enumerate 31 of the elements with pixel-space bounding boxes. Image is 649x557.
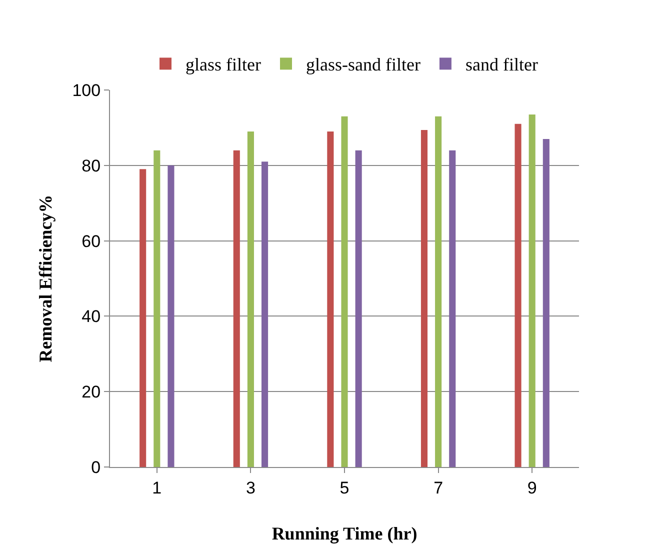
bar — [355, 150, 362, 467]
x-tick-label: 7 — [434, 478, 444, 498]
bar — [420, 130, 428, 467]
y-tick-label: 100 — [72, 80, 101, 100]
bar — [542, 139, 550, 467]
x-axis-title: Running Time (hr) — [272, 524, 418, 544]
legend-label: glass filter — [186, 54, 261, 75]
bar — [327, 131, 334, 467]
x-tick-label: 1 — [152, 478, 162, 498]
x-tick-label: 5 — [340, 478, 350, 498]
bar — [247, 131, 254, 467]
y-tick-label: 40 — [82, 307, 101, 326]
y-tick-label: 60 — [82, 232, 101, 251]
bar — [341, 116, 348, 467]
x-tick-label: 3 — [246, 478, 256, 498]
bar — [435, 116, 442, 467]
y-tick-label: 20 — [82, 382, 101, 402]
bar — [154, 150, 160, 467]
y-tick-label: 0 — [91, 458, 101, 477]
legend-label: sand filter — [465, 54, 538, 75]
bar — [140, 169, 146, 467]
bar — [528, 114, 536, 467]
bar — [514, 124, 522, 467]
y-axis-title: Removal Efficiency% — [35, 194, 56, 362]
legend-label: glass-sand filter — [306, 54, 420, 75]
bar — [233, 150, 240, 467]
bar — [449, 150, 456, 467]
y-tick-label: 80 — [82, 156, 101, 176]
x-tick-label: 9 — [527, 478, 537, 498]
bar — [168, 165, 174, 467]
bar — [261, 162, 268, 467]
